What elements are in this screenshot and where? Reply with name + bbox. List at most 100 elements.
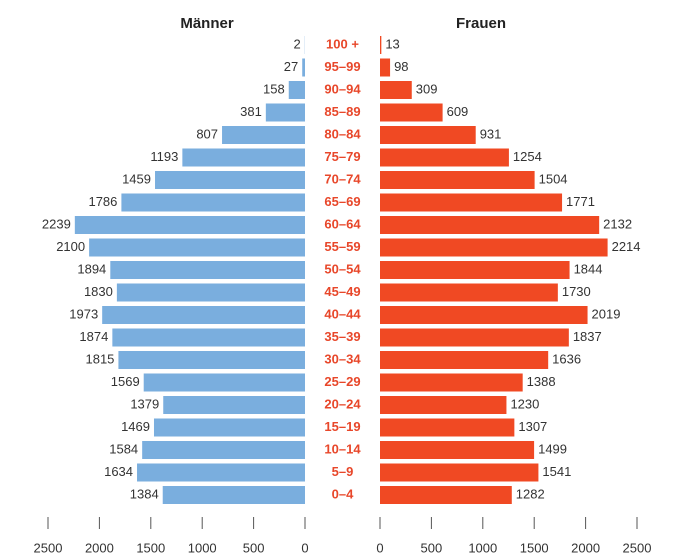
- bar: [288, 81, 305, 99]
- bar: [380, 193, 563, 212]
- bar: [302, 58, 305, 77]
- value-label: 2214: [612, 239, 641, 254]
- series-title: Männer: [180, 15, 234, 32]
- value-label: 309: [416, 81, 438, 96]
- value-label: 1837: [573, 329, 602, 344]
- category-label: 90–94: [324, 81, 361, 96]
- x-tick-label: 1000: [468, 540, 497, 555]
- value-label: 1469: [121, 419, 150, 434]
- bar: [380, 486, 512, 504]
- x-tick-label: 500: [243, 540, 265, 555]
- category-label: 40–44: [324, 306, 361, 321]
- value-label: 1786: [88, 194, 117, 209]
- bar: [380, 36, 382, 54]
- bar: [155, 171, 305, 189]
- category-label: 20–24: [324, 396, 361, 411]
- category-label: 60–64: [324, 216, 361, 231]
- category-label: 15–19: [324, 419, 360, 434]
- category-label: 25–29: [324, 374, 360, 389]
- value-label: 1973: [69, 306, 98, 321]
- category-label: 65–69: [324, 194, 360, 209]
- value-label: 1254: [513, 149, 542, 164]
- bar: [380, 148, 509, 167]
- value-label: 1541: [542, 464, 571, 479]
- bar: [143, 373, 305, 392]
- x-tick-label: 2500: [34, 540, 63, 555]
- category-label: 55–59: [324, 239, 360, 254]
- value-label: 1874: [79, 329, 108, 344]
- bar: [222, 126, 305, 144]
- category-label: 100 +: [326, 36, 359, 51]
- bar: [380, 328, 569, 347]
- value-label: 931: [480, 126, 502, 141]
- bar: [380, 306, 588, 324]
- value-label: 609: [447, 104, 469, 119]
- bar: [380, 373, 523, 392]
- value-label: 13: [385, 36, 399, 51]
- bar: [380, 238, 608, 257]
- value-label: 1844: [574, 261, 603, 276]
- bar: [380, 171, 535, 189]
- bar: [380, 463, 539, 482]
- value-label: 98: [394, 59, 408, 74]
- category-label: 30–34: [324, 351, 361, 366]
- value-label: 381: [240, 104, 262, 119]
- value-label: 1815: [85, 351, 114, 366]
- value-label: 1379: [130, 396, 159, 411]
- bar: [102, 306, 305, 324]
- bar: [380, 126, 476, 144]
- bar: [380, 216, 600, 234]
- bar: [265, 103, 305, 122]
- x-tick-label: 2000: [85, 540, 114, 555]
- x-tick-label: 2500: [623, 540, 652, 555]
- value-label: 2100: [56, 239, 85, 254]
- value-label: 1771: [566, 194, 595, 209]
- series-title: Frauen: [456, 15, 506, 32]
- bar: [163, 396, 305, 414]
- bar: [121, 193, 305, 212]
- x-tick-label: 1000: [188, 540, 217, 555]
- bar: [380, 351, 549, 369]
- x-tick-label: 0: [376, 540, 383, 555]
- value-label: 2132: [603, 216, 632, 231]
- bar: [380, 58, 391, 77]
- bar: [116, 283, 305, 302]
- category-label: 95–99: [324, 59, 360, 74]
- bar: [380, 103, 443, 122]
- category-label: 0–4: [332, 486, 354, 501]
- value-label: 1193: [150, 149, 178, 164]
- bar: [112, 328, 305, 347]
- category-label: 75–79: [324, 149, 360, 164]
- bar: [142, 441, 305, 459]
- bar: [380, 283, 558, 302]
- value-label: 1384: [130, 486, 159, 501]
- value-label: 1894: [77, 261, 106, 276]
- value-label: 1459: [122, 171, 151, 186]
- category-label: 85–89: [324, 104, 360, 119]
- bar: [110, 261, 305, 279]
- category-label: 45–49: [324, 284, 360, 299]
- value-label: 1504: [539, 171, 568, 186]
- x-tick-label: 1500: [520, 540, 549, 555]
- x-tick-label: 2000: [571, 540, 600, 555]
- value-label: 1307: [518, 419, 547, 434]
- bar: [380, 396, 507, 414]
- value-label: 1569: [111, 374, 140, 389]
- bar: [89, 238, 306, 257]
- bar: [153, 418, 305, 437]
- value-label: 1230: [510, 396, 539, 411]
- value-label: 807: [196, 126, 218, 141]
- value-label: 1584: [109, 441, 138, 456]
- bar: [137, 463, 305, 482]
- category-label: 10–14: [324, 441, 361, 456]
- value-label: 1636: [552, 351, 581, 366]
- category-label: 70–74: [324, 171, 361, 186]
- bar: [380, 261, 570, 279]
- category-label: 5–9: [332, 464, 354, 479]
- value-label: 27: [284, 59, 298, 74]
- bar: [380, 81, 412, 99]
- value-label: 2: [294, 36, 301, 51]
- x-tick-label: 0: [301, 540, 308, 555]
- bar: [162, 486, 305, 504]
